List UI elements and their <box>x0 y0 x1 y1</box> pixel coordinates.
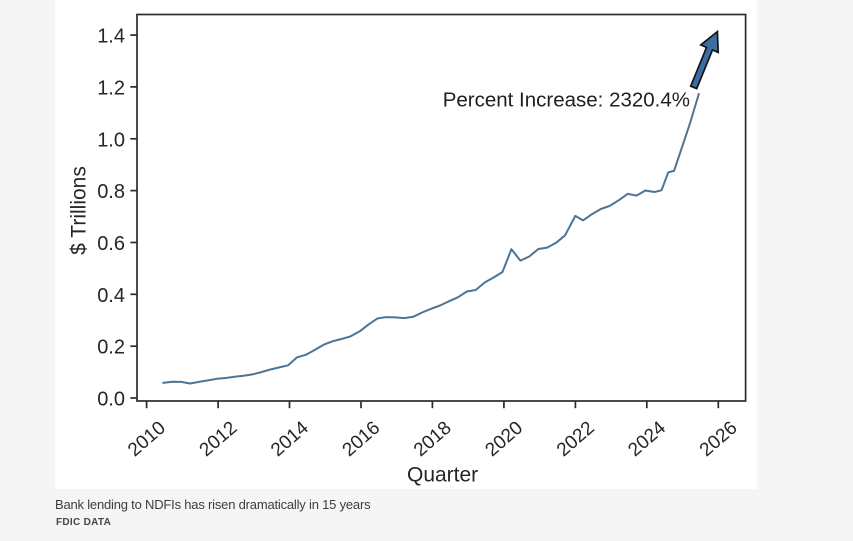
svg-text:2026: 2026 <box>696 417 742 461</box>
svg-text:0.6: 0.6 <box>97 233 125 255</box>
svg-text:$ Trillions: $ Trillions <box>68 166 91 255</box>
svg-text:Percent Increase: 2320.4%: Percent Increase: 2320.4% <box>443 89 690 112</box>
svg-text:1.0: 1.0 <box>97 129 125 151</box>
svg-text:1.4: 1.4 <box>97 26 125 48</box>
svg-text:2020: 2020 <box>481 417 527 461</box>
svg-text:2022: 2022 <box>553 417 599 461</box>
svg-text:2018: 2018 <box>410 417 456 461</box>
svg-text:2016: 2016 <box>339 417 385 461</box>
svg-text:2010: 2010 <box>124 417 170 461</box>
svg-text:0.2: 0.2 <box>97 337 125 359</box>
svg-text:1.2: 1.2 <box>97 77 125 99</box>
svg-text:2014: 2014 <box>267 417 313 461</box>
svg-text:Quarter: Quarter <box>407 463 478 486</box>
svg-text:0.0: 0.0 <box>97 389 125 411</box>
svg-text:0.4: 0.4 <box>97 285 125 307</box>
svg-text:2024: 2024 <box>624 417 670 461</box>
svg-text:2012: 2012 <box>196 417 242 461</box>
svg-text:0.8: 0.8 <box>97 181 125 203</box>
